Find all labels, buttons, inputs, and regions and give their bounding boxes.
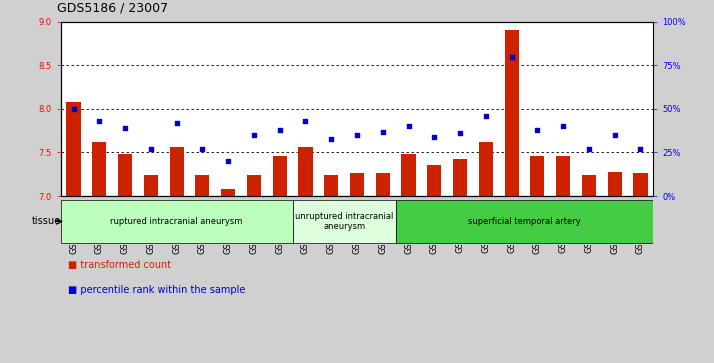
Bar: [61, 200, 293, 242]
Point: [68, 106, 79, 112]
Point: [248, 132, 260, 138]
Bar: [427, 165, 441, 196]
Point: [583, 146, 595, 152]
Bar: [221, 189, 235, 196]
Point: [609, 132, 620, 138]
Point: [171, 120, 182, 126]
Point: [635, 146, 646, 152]
Bar: [118, 154, 132, 196]
Point: [351, 132, 363, 138]
Point: [403, 123, 414, 129]
Bar: [505, 30, 518, 196]
Point: [506, 54, 518, 60]
Bar: [401, 154, 416, 196]
Point: [223, 158, 234, 164]
Bar: [298, 147, 313, 196]
Bar: [350, 174, 364, 196]
Bar: [247, 175, 261, 196]
Bar: [531, 156, 545, 196]
Bar: [196, 175, 209, 196]
Bar: [479, 142, 493, 196]
Bar: [633, 174, 648, 196]
Text: tissue: tissue: [31, 216, 61, 227]
Bar: [66, 102, 81, 196]
Point: [377, 129, 388, 134]
Text: ■ percentile rank within the sample: ■ percentile rank within the sample: [68, 285, 245, 295]
Bar: [556, 156, 570, 196]
Bar: [144, 175, 158, 196]
Text: GDS5186 / 23007: GDS5186 / 23007: [57, 1, 169, 15]
Text: unruptured intracranial
aneurysm: unruptured intracranial aneurysm: [295, 212, 393, 231]
Text: ruptured intracranial aneurysm: ruptured intracranial aneurysm: [111, 217, 243, 226]
Point: [119, 125, 131, 131]
Bar: [324, 175, 338, 196]
Point: [480, 113, 491, 119]
Bar: [453, 159, 467, 196]
Point: [196, 146, 208, 152]
Bar: [273, 156, 287, 196]
Bar: [92, 142, 106, 196]
Point: [428, 134, 440, 140]
Point: [454, 130, 466, 136]
Text: ■ transformed count: ■ transformed count: [68, 260, 171, 270]
Bar: [396, 200, 653, 242]
Bar: [376, 174, 390, 196]
Bar: [582, 175, 596, 196]
Point: [94, 118, 105, 124]
Bar: [293, 200, 396, 242]
Bar: [169, 147, 183, 196]
Point: [558, 123, 569, 129]
Text: superficial temporal artery: superficial temporal artery: [468, 217, 581, 226]
Bar: [608, 172, 622, 196]
Point: [145, 146, 156, 152]
Point: [326, 136, 337, 142]
Point: [300, 118, 311, 124]
Point: [532, 127, 543, 133]
Point: [274, 127, 286, 133]
